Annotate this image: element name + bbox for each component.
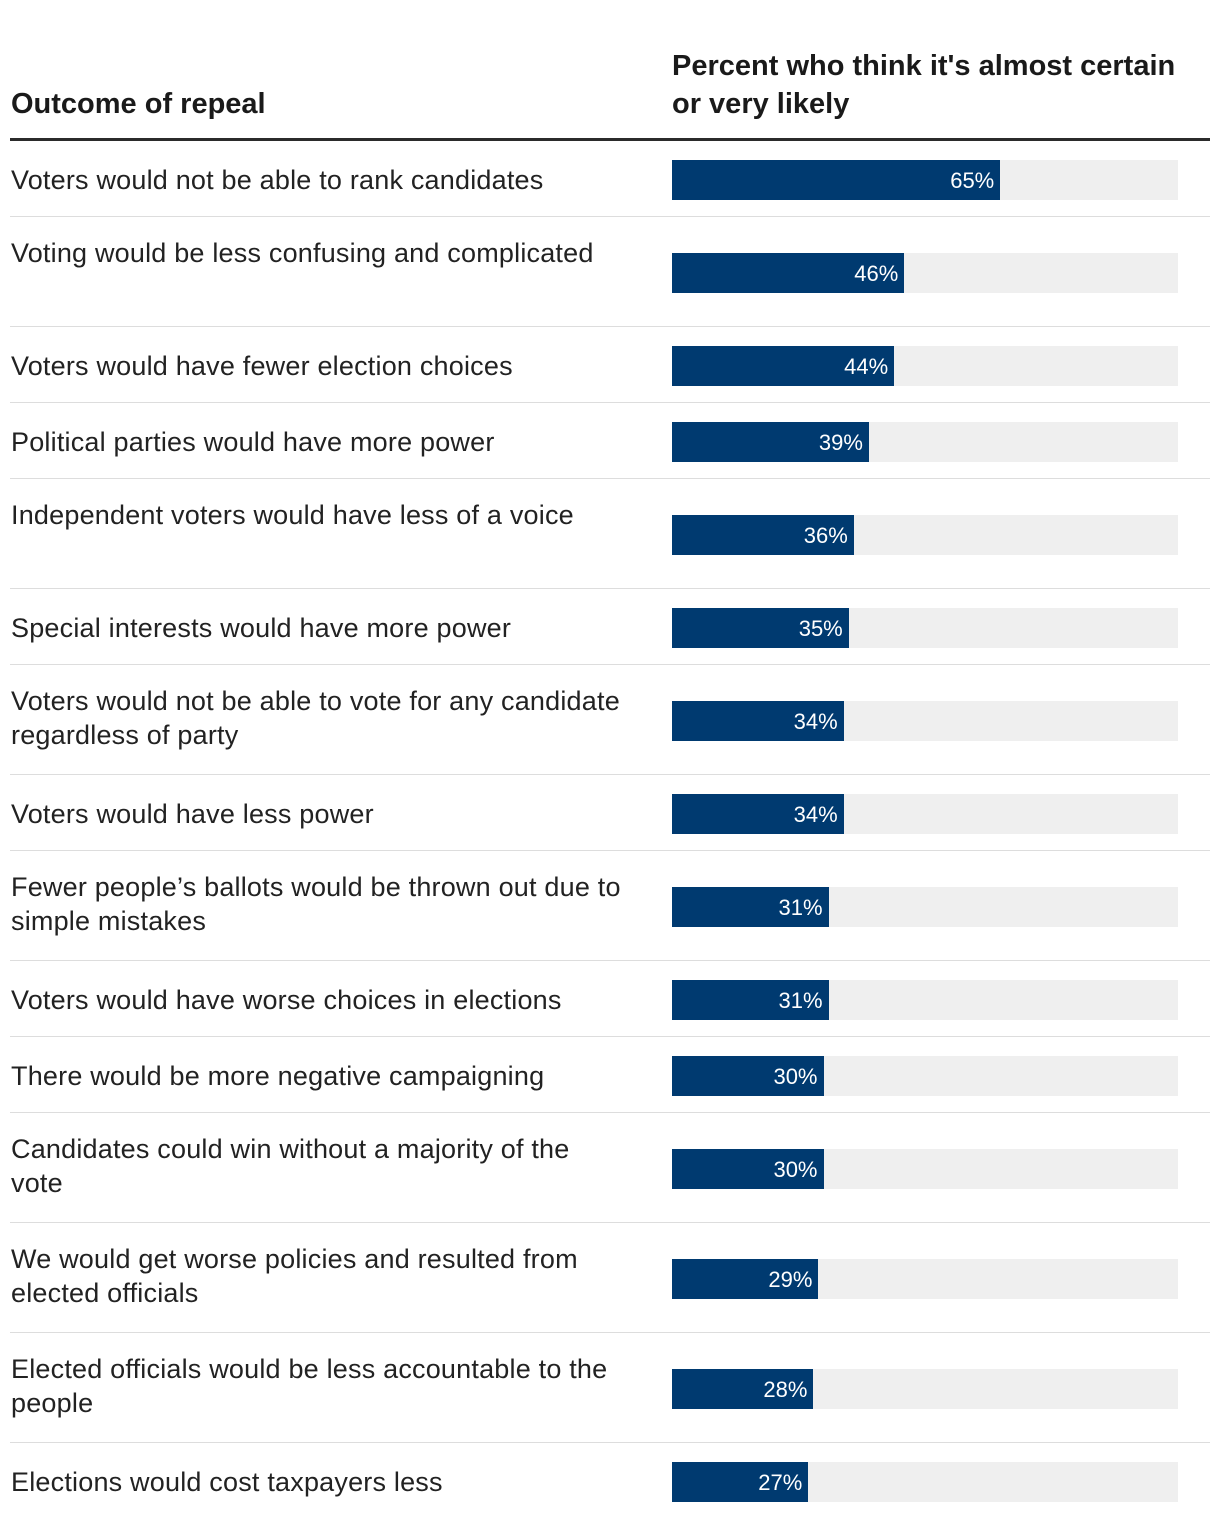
bar-value-label: 65% xyxy=(950,168,995,193)
bar-value-label: 46% xyxy=(854,261,899,286)
bar xyxy=(672,160,1001,200)
bar xyxy=(672,515,854,555)
bar-value-label: 31% xyxy=(778,895,823,920)
row-separator xyxy=(10,326,1210,327)
outcome-column-header: Outcome of repeal xyxy=(11,88,266,120)
bar-value-label: 31% xyxy=(778,988,823,1013)
header-rule xyxy=(10,138,1210,141)
bar xyxy=(672,608,849,648)
bar-track: 29% xyxy=(672,1259,1178,1299)
table-row: Voters would have less power 34% xyxy=(0,775,1220,851)
row-separator xyxy=(10,1036,1210,1037)
row-separator xyxy=(10,960,1210,961)
row-label: Candidates could win without a majority … xyxy=(11,1134,570,1198)
row-label: Independent voters would have less of a … xyxy=(11,500,574,530)
row-label: Political parties would have more power xyxy=(11,427,495,457)
bar xyxy=(672,1259,819,1299)
bar xyxy=(672,1462,809,1502)
row-label: Fewer people’s ballots would be thrown o… xyxy=(11,872,621,936)
chart-rows: Voters would not be able to rank candida… xyxy=(0,141,1220,1519)
bar-value-label: 34% xyxy=(793,802,838,827)
table-row: Voters would not be able to rank candida… xyxy=(0,141,1220,217)
bar-track: 30% xyxy=(672,1149,1178,1189)
table-row: Candidates could win without a majority … xyxy=(0,1113,1220,1223)
row-separator xyxy=(10,1442,1210,1443)
table-row: There would be more negative campaigning… xyxy=(0,1037,1220,1113)
bar xyxy=(672,253,905,293)
row-separator xyxy=(10,664,1210,665)
table-row: Independent voters would have less of a … xyxy=(0,479,1220,589)
bar xyxy=(672,701,844,741)
bar-value-label: 27% xyxy=(758,1470,803,1495)
bar-value-label: 30% xyxy=(773,1064,818,1089)
bar-value-label: 28% xyxy=(763,1377,808,1402)
bar-track: 31% xyxy=(672,980,1178,1020)
bar-track: 39% xyxy=(672,422,1178,462)
row-separator xyxy=(10,216,1210,217)
row-label: Voters would have worse choices in elect… xyxy=(11,985,562,1015)
bar-value-label: 44% xyxy=(844,354,889,379)
bar-track: 35% xyxy=(672,608,1178,648)
bar-track: 65% xyxy=(672,160,1178,200)
row-separator xyxy=(10,1222,1210,1223)
bar-value-label: 29% xyxy=(768,1267,813,1292)
table-row: Voting would be less confusing and compl… xyxy=(0,217,1220,327)
row-label: Elections would cost taxpayers less xyxy=(11,1467,443,1497)
table-header: Outcome of repeal Percent who think it's… xyxy=(0,0,1220,141)
row-label: Voting would be less confusing and compl… xyxy=(11,238,594,268)
bar xyxy=(672,422,869,462)
bar-track: 44% xyxy=(672,346,1178,386)
table-row: Political parties would have more power 3… xyxy=(0,403,1220,479)
row-separator xyxy=(10,402,1210,403)
row-label: Voters would not be able to vote for any… xyxy=(11,686,620,750)
bar-value-label: 36% xyxy=(803,523,848,548)
bar-track: 30% xyxy=(672,1056,1178,1096)
bar-track: 36% xyxy=(672,515,1178,555)
bar xyxy=(672,980,829,1020)
row-separator xyxy=(10,588,1210,589)
bar-track: 27% xyxy=(672,1462,1178,1502)
row-separator xyxy=(10,774,1210,775)
row-separator xyxy=(10,1332,1210,1333)
bar-value-label: 34% xyxy=(793,709,838,734)
table-row: Voters would not be able to vote for any… xyxy=(0,665,1220,775)
bar-track: 34% xyxy=(672,701,1178,741)
bar-track: 31% xyxy=(672,887,1178,927)
row-separator xyxy=(10,1112,1210,1113)
table-row: Voters would have fewer election choices… xyxy=(0,327,1220,403)
bar xyxy=(672,346,895,386)
row-label: There would be more negative campaigning xyxy=(11,1061,545,1091)
row-label: Voters would not be able to rank candida… xyxy=(11,165,544,195)
table-row: Fewer people’s ballots would be thrown o… xyxy=(0,851,1220,961)
bar-track: 34% xyxy=(672,794,1178,834)
row-label: We would get worse policies and resulted… xyxy=(11,1244,578,1308)
bar-value-label: 30% xyxy=(773,1157,818,1182)
bar-value-label: 39% xyxy=(818,430,863,455)
bar xyxy=(672,1149,824,1189)
row-label: Elected officials would be less accounta… xyxy=(11,1354,608,1418)
row-label: Voters would have less power xyxy=(11,799,374,829)
table-row: Special interests would have more power 3… xyxy=(0,589,1220,665)
table-row: We would get worse policies and resulted… xyxy=(0,1223,1220,1333)
bar xyxy=(672,794,844,834)
percent-column-header: Percent who think it's almost certain or… xyxy=(672,50,1176,120)
table-row: Elections would cost taxpayers less 27% xyxy=(0,1443,1220,1519)
table-row: Elected officials would be less accounta… xyxy=(0,1333,1220,1443)
bar-track: 46% xyxy=(672,253,1178,293)
row-label: Special interests would have more power xyxy=(11,613,512,643)
row-separator xyxy=(10,478,1210,479)
bar-value-label: 35% xyxy=(798,616,843,641)
bar xyxy=(672,1369,814,1409)
bar xyxy=(672,887,829,927)
bar xyxy=(672,1056,824,1096)
row-separator xyxy=(10,850,1210,851)
row-label: Voters would have fewer election choices xyxy=(11,351,513,381)
bar-track: 28% xyxy=(672,1369,1178,1409)
table-row: Voters would have worse choices in elect… xyxy=(0,961,1220,1037)
